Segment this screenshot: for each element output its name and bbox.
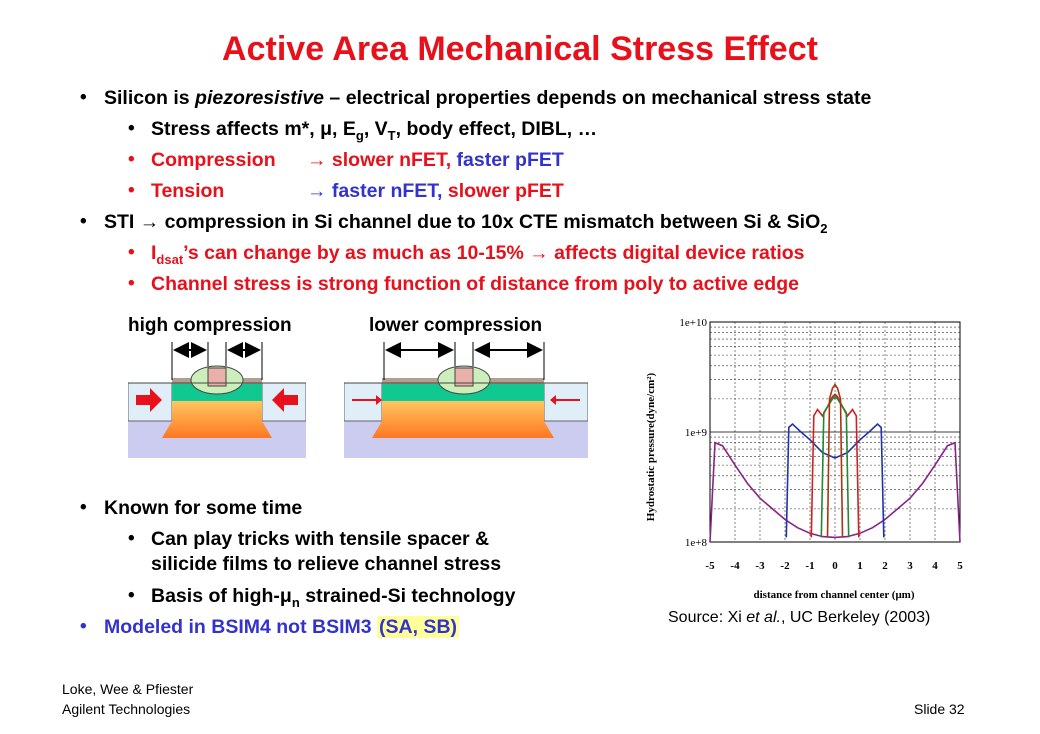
chart-series bbox=[709, 383, 961, 543]
series-narrowest bbox=[826, 383, 844, 538]
text-italic: piezoresistive bbox=[195, 87, 325, 109]
series-narrower bbox=[820, 395, 850, 538]
text: strained-Si technology bbox=[299, 585, 516, 607]
bullet: • bbox=[128, 180, 135, 201]
arrow-compress-right bbox=[272, 388, 298, 412]
bullet-piezoresistive: Silicon is piezoresistive – electrical p… bbox=[104, 87, 871, 110]
highlighted-text: (SA, SB) bbox=[377, 616, 460, 638]
subscript: n bbox=[291, 595, 300, 610]
footer-company: Agilent Technologies bbox=[62, 701, 191, 717]
text: faster pFET bbox=[456, 149, 564, 171]
y-tick-label: 1e+10 bbox=[679, 317, 707, 329]
bullet-strained-si: Basis of high-μn strained-Si technology bbox=[151, 585, 516, 610]
text: Can play tricks with tensile spacer & bbox=[151, 528, 490, 550]
series-medium bbox=[785, 423, 885, 538]
bullet: • bbox=[80, 87, 87, 108]
text: Basis of high-μ bbox=[151, 585, 292, 607]
text: , V bbox=[363, 118, 388, 140]
stress-region bbox=[162, 398, 272, 438]
text: – electrical properties depends on mecha… bbox=[324, 87, 872, 109]
series-narrow bbox=[810, 393, 860, 538]
subscript: 2 bbox=[820, 221, 828, 236]
bullet-channel-stress: Channel stress is strong function of dis… bbox=[151, 273, 799, 296]
subscript: T bbox=[387, 128, 396, 143]
bullet: • bbox=[80, 211, 87, 232]
subscript: g bbox=[355, 128, 364, 143]
bullet-compression: Compression bbox=[151, 149, 276, 172]
text: Modeled in BSIM4 not BSIM3 bbox=[104, 616, 378, 638]
x-tick-label: 4 bbox=[932, 560, 938, 572]
y-tick-label: 1e+9 bbox=[685, 427, 708, 439]
bullet-tricks-1: Can play tricks with tensile spacer & bbox=[151, 528, 489, 551]
subscript: dsat bbox=[156, 252, 184, 267]
text: ’s can change by as much as 10-15% → aff… bbox=[183, 242, 805, 264]
bullet: • bbox=[128, 528, 135, 549]
text-italic: et al. bbox=[746, 609, 781, 626]
text: , body effect, DIBL, … bbox=[395, 118, 598, 140]
text: Stress affects m*, μ, E bbox=[151, 118, 356, 140]
poly-gate bbox=[207, 367, 227, 387]
text: STI → compression in Si channel due to 1… bbox=[104, 211, 821, 233]
bullet-tension: Tension bbox=[151, 180, 224, 203]
arrow-compress-left bbox=[136, 388, 162, 412]
y-tick-label: 1e+8 bbox=[685, 537, 708, 549]
bullet-sti: STI → compression in Si channel due to 1… bbox=[104, 211, 828, 236]
caption-lower-compression: lower compression bbox=[369, 315, 543, 336]
chart-grid bbox=[709, 321, 961, 543]
slide-number: Slide 32 bbox=[914, 701, 965, 717]
x-tick-label: -5 bbox=[705, 560, 715, 572]
high-compression-diagram bbox=[128, 342, 306, 458]
text: Channel stress is strong function of dis… bbox=[151, 273, 799, 295]
x-tick-label: 1 bbox=[857, 560, 863, 572]
x-tick-label: -1 bbox=[805, 560, 814, 572]
x-tick-label: -4 bbox=[730, 560, 740, 572]
text: Compression bbox=[151, 149, 276, 171]
lower-compression-diagram bbox=[344, 342, 588, 458]
bullet-known: Known for some time bbox=[104, 497, 302, 520]
x-tick-label: 0 bbox=[832, 560, 838, 572]
bullet: • bbox=[128, 242, 135, 263]
caption-high-compression: high compression bbox=[128, 315, 292, 336]
sti-right bbox=[543, 382, 588, 422]
x-tick-label: -2 bbox=[780, 560, 790, 572]
x-tick-label: 2 bbox=[882, 560, 888, 572]
bullet: • bbox=[80, 497, 87, 518]
tension-effect: → faster nFET, slower pFET bbox=[307, 180, 564, 203]
bullet-stress-affects: Stress affects m*, μ, Eg, VT, body effec… bbox=[151, 118, 598, 143]
bullet-bsim4: Modeled in BSIM4 not BSIM3 (SA, SB) bbox=[104, 616, 460, 639]
x-tick-label: 5 bbox=[957, 560, 963, 572]
text: I bbox=[151, 242, 157, 264]
stress-chart: -5 -4 -3 -2 -1 0 1 2 3 4 5 1e+8 1e+9 1e+10 distance f… bbox=[645, 317, 963, 601]
compression-effect: → slower nFET, faster pFET bbox=[307, 149, 564, 172]
text: , UC Berkeley (2003) bbox=[780, 609, 931, 626]
bullet: • bbox=[128, 273, 135, 294]
text: → faster nFET, bbox=[307, 180, 448, 202]
text: Source: Xi bbox=[668, 609, 747, 626]
chart-x-label: distance from channel center (μm) bbox=[753, 589, 914, 601]
poly-gate bbox=[454, 367, 474, 387]
text: Tension bbox=[151, 180, 225, 202]
stress-region bbox=[372, 398, 554, 438]
text: Silicon is bbox=[104, 87, 196, 109]
x-tick-label: -3 bbox=[755, 560, 765, 572]
text: Known for some time bbox=[104, 497, 303, 519]
bullet: • bbox=[128, 585, 135, 606]
bullet: • bbox=[80, 616, 87, 637]
text: → slower nFET, bbox=[307, 149, 457, 171]
chart-ticks: -5 -4 -3 -2 -1 0 1 2 3 4 5 1e+8 1e+9 1e+10 bbox=[679, 317, 963, 572]
slide-title: Active Area Mechanical Stress Effect bbox=[222, 30, 818, 68]
series-widest bbox=[709, 441, 961, 543]
x-tick-label: 3 bbox=[907, 560, 913, 572]
footer-authors: Loke, Wee & Pfiester bbox=[62, 681, 194, 697]
bullet: • bbox=[128, 118, 135, 139]
text: silicide films to relieve channel stress bbox=[151, 553, 502, 575]
chart-y-label: Hydrostatic pressure(dyne/cm²) bbox=[645, 372, 657, 521]
source-citation: Source: Xi et al., UC Berkeley (2003) bbox=[668, 609, 930, 627]
bullet-idsat: Idsat’s can change by as much as 10-15% … bbox=[151, 242, 805, 267]
bullet: • bbox=[128, 149, 135, 170]
text: slower pFET bbox=[447, 180, 564, 202]
bullet-tricks-2: silicide films to relieve channel stress bbox=[151, 553, 501, 576]
